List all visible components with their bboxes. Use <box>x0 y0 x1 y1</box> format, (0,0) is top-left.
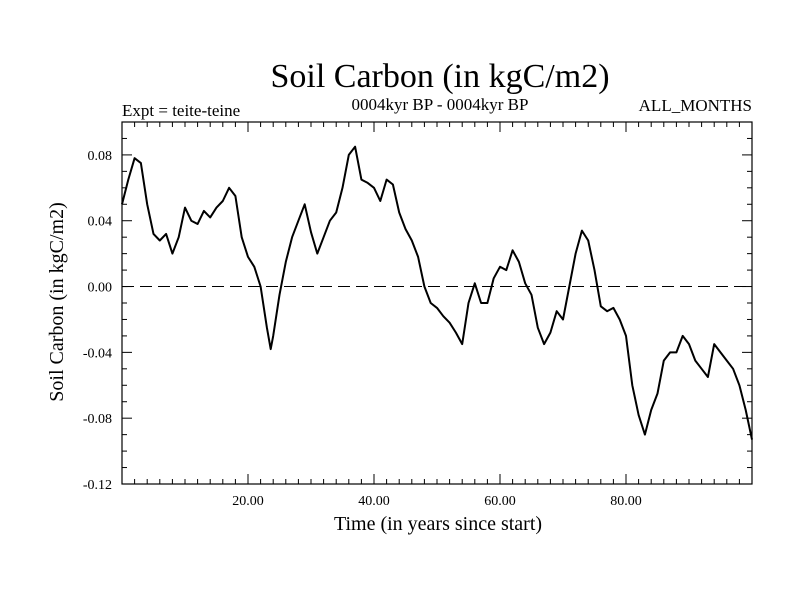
y-tick-label: -0.12 <box>83 478 112 493</box>
y-axis-label: Soil Carbon (in kgC/m2) <box>46 202 68 401</box>
y-tick-label: 0.04 <box>88 215 113 230</box>
plot-area: 20.00 40.00 60.00 80.00 -0.12 -0.08 -0.04 0.00 0… <box>83 121 753 509</box>
chart-title: Soil Carbon (in kgC/m2) <box>270 58 609 95</box>
months-label: ALL_MONTHS <box>639 96 752 115</box>
y-tick-label: -0.04 <box>83 346 112 361</box>
y-tick-label: -0.08 <box>83 412 112 427</box>
y-tick-label: 0.00 <box>88 281 113 296</box>
x-tick-label: 60.00 <box>484 494 516 509</box>
series-line <box>121 145 753 440</box>
x-tick-label: 40.00 <box>358 494 390 509</box>
plot-frame <box>121 121 753 485</box>
x-tick-label: 80.00 <box>610 494 642 509</box>
x-tick-label: 20.00 <box>232 494 264 509</box>
period-label: 0004kyr BP - 0004kyr BP <box>352 95 529 114</box>
y-tick-label: 0.08 <box>88 149 113 164</box>
x-axis-label: Time (in years since start) <box>334 513 542 535</box>
experiment-label: Expt = teite-teine <box>122 101 240 120</box>
